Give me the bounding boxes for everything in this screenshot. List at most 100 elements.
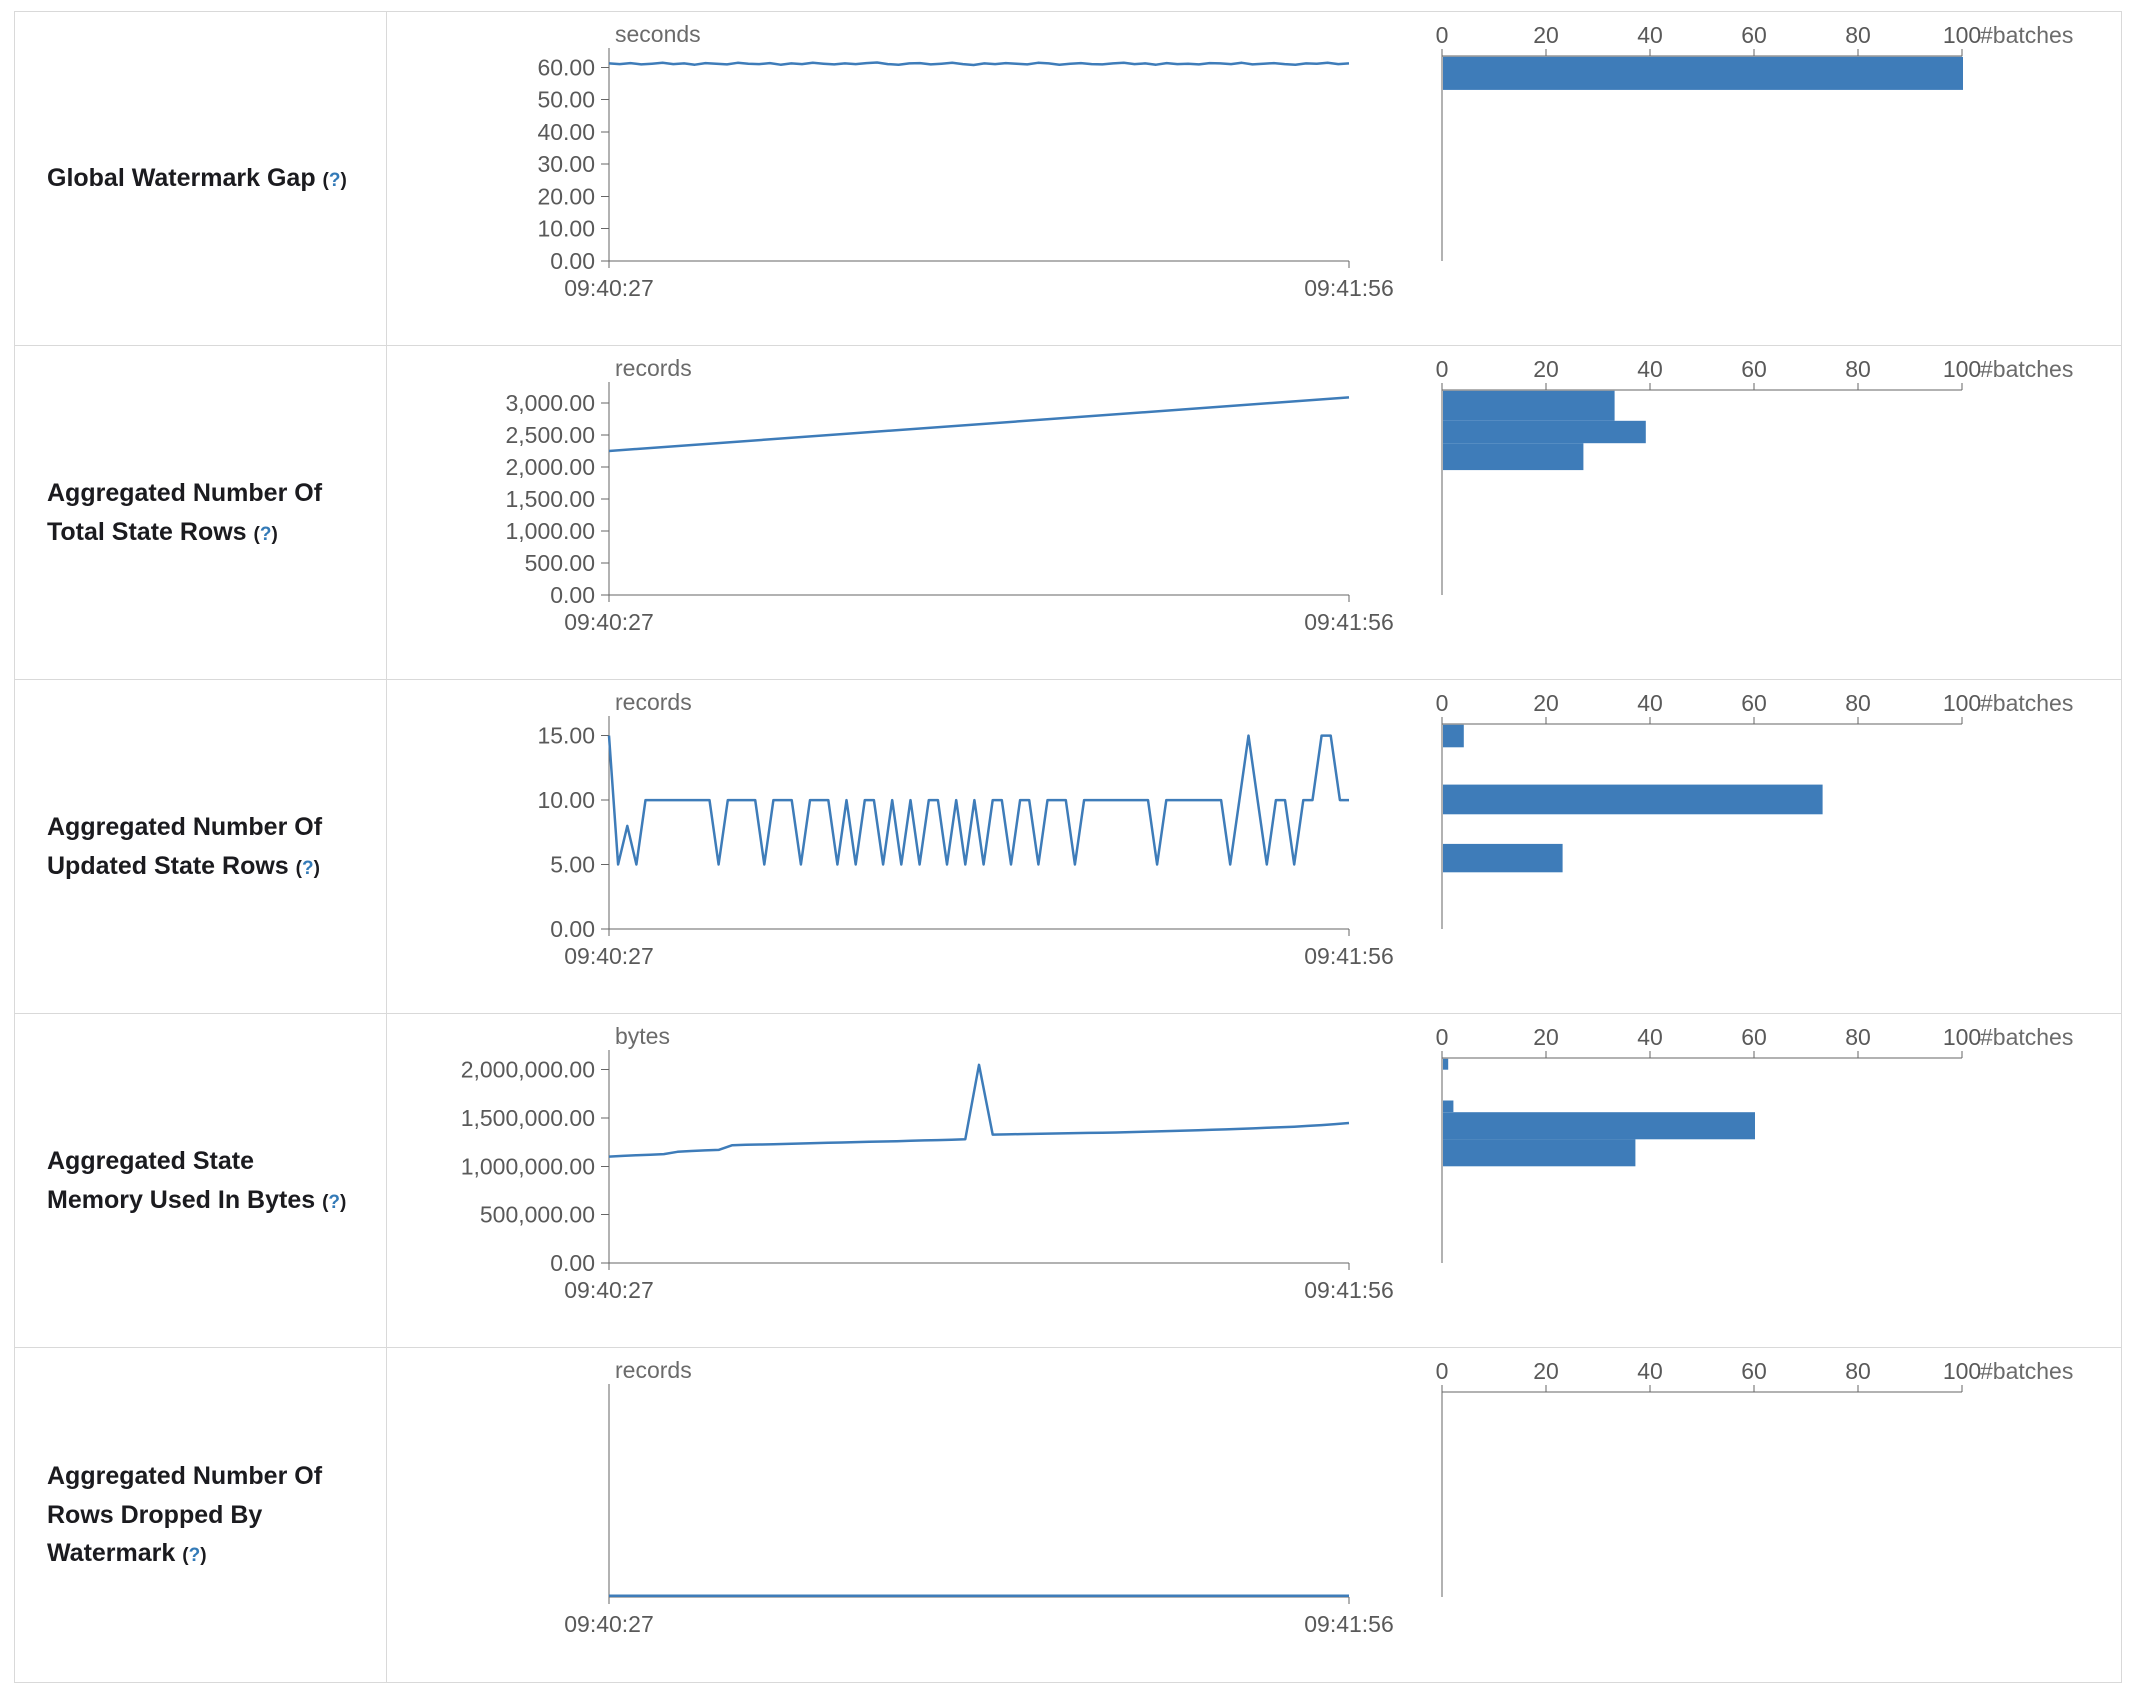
histogram-bar: [1443, 420, 1646, 444]
x-axis-end-time-label: 09:41:56: [1304, 609, 1394, 635]
histogram-chart: 0 20 40 60 80 100#batches: [1436, 1358, 2073, 1597]
y-tick-label: 0.00: [550, 248, 595, 274]
batches-tick-label: 80: [1845, 356, 1871, 382]
y-axis-unit-label: records: [615, 689, 692, 715]
batches-tick-label: 80: [1845, 1358, 1871, 1384]
timeline-series-line: [608, 396, 1350, 453]
batches-tick-label: 40: [1637, 1024, 1663, 1050]
timeline-chart: records 09:40:27 09:41:56: [564, 1357, 1394, 1637]
histogram-chart-cell: 0 20 40 60 80 100 #batches: [1429, 1348, 2121, 1682]
y-axis-unit-label: records: [615, 1357, 692, 1383]
help-paren-close: ): [340, 1191, 347, 1213]
y-tick-label: 1,500.00: [505, 486, 595, 512]
timeline-chart: seconds 60.00 50.00 40.00 30.00 20.00 10.00 0.0…: [537, 21, 1394, 301]
batches-axis-label: #batches: [1980, 356, 2073, 382]
help-paren-open: (: [295, 857, 302, 879]
batches-tick-label: 0: [1436, 1358, 1449, 1384]
batches-tick-label: 0: [1436, 1024, 1449, 1050]
metric-label-cell: Aggregated Number Of Rows Dropped By Wat…: [15, 1348, 387, 1682]
metric-row: Aggregated Number Of Updated State Rows …: [15, 680, 2121, 1014]
metric-name: Aggregated Number Of Updated State Rows: [47, 812, 323, 880]
y-tick-label: 15.00: [537, 723, 595, 749]
metric-label-cell: Global Watermark Gap (?): [15, 12, 387, 345]
metric-name: Aggregated State Memory Used In Bytes: [47, 1146, 316, 1214]
y-tick-label: 2,000,000.00: [461, 1057, 595, 1083]
histogram-bar: [1443, 390, 1615, 421]
metric-label-cell: Aggregated Number Of Updated State Rows …: [15, 680, 387, 1013]
x-axis-start-time-label: 09:40:27: [564, 275, 654, 301]
histogram-chart: 0 20 40 60 80 100#batches: [1436, 356, 2073, 595]
batches-tick-label: 40: [1637, 356, 1663, 382]
histogram-bar: [1443, 1100, 1454, 1113]
batches-tick-label: 20: [1533, 22, 1559, 48]
histogram-bar: [1443, 1112, 1755, 1140]
histogram-bar: [1443, 1139, 1636, 1167]
metric-label: Global Watermark Gap (?): [47, 159, 347, 198]
batches-tick-label: 60: [1741, 1358, 1767, 1384]
help-link[interactable]: ?: [328, 170, 341, 192]
y-tick-label: 10.00: [537, 216, 595, 242]
histogram-bar: [1443, 56, 1963, 90]
batches-tick-label: 100: [1943, 1358, 1981, 1384]
y-tick-label: 1,000.00: [505, 518, 595, 544]
timeline-chart-cell: seconds 60.00 50.00 40.00 30.00 20.00 10.00 0.0…: [387, 12, 1429, 345]
timeline-chart: records 3,000.00 2,500.00 2,000.00 1,500.00 1…: [505, 355, 1394, 635]
y-tick-label: 50.00: [537, 87, 595, 113]
metric-label: Aggregated Number Of Updated State Rows …: [47, 808, 352, 886]
batches-tick-label: 40: [1637, 690, 1663, 716]
metric-help: (?): [182, 1545, 206, 1566]
metric-name: Global Watermark Gap: [47, 164, 316, 193]
help-link[interactable]: ?: [328, 1191, 341, 1213]
metric-help: (?): [296, 858, 320, 879]
batches-axis-label: #batches: [1980, 1358, 2073, 1384]
batches-tick-label: 20: [1533, 690, 1559, 716]
metric-label: Aggregated State Memory Used In Bytes (?…: [47, 1142, 352, 1220]
batches-tick-label: 100: [1943, 356, 1981, 382]
histogram-chart-cell: 0 20 40 60 80 100 #batches: [1429, 12, 2121, 345]
help-paren-close: ): [340, 170, 347, 192]
y-tick-label: 2,000.00: [505, 454, 595, 480]
help-link[interactable]: ?: [301, 857, 314, 879]
batches-tick-label: 20: [1533, 356, 1559, 382]
batches-tick-label: 40: [1637, 1358, 1663, 1384]
histogram-chart-cell: 0 20 40 60 80 100 #batches: [1429, 680, 2121, 1013]
metric-help: (?): [254, 524, 278, 545]
y-tick-label: 60.00: [537, 54, 595, 80]
timeline-series-line: [608, 1063, 1350, 1158]
timeline-series-line: [607, 734, 1349, 866]
histogram-bar: [1443, 443, 1584, 471]
y-tick-label: 500.00: [525, 550, 595, 576]
histogram-chart-cell: 0 20 40 60 80 100 #batches: [1429, 1014, 2121, 1347]
batches-tick-label: 20: [1533, 1024, 1559, 1050]
help-paren-open: (: [253, 523, 260, 545]
batches-axis-label: #batches: [1980, 1024, 2073, 1050]
help-paren-close: ): [271, 523, 278, 545]
y-tick-label: 1,000,000.00: [461, 1153, 595, 1179]
x-axis-start-time-label: 09:40:27: [564, 609, 654, 635]
x-axis-end-time-label: 09:41:56: [1304, 275, 1394, 301]
y-tick-label: 30.00: [537, 151, 595, 177]
help-paren-open: (: [182, 1545, 189, 1567]
x-axis-start-time-label: 09:40:27: [564, 1611, 654, 1637]
y-tick-label: 1,500,000.00: [461, 1105, 595, 1131]
x-axis-start-time-label: 09:40:27: [564, 1277, 654, 1303]
histogram-chart: 0 20 40 60 80 100#batches: [1436, 1024, 2073, 1263]
help-link[interactable]: ?: [188, 1545, 201, 1567]
metric-name: Aggregated Number Of Total State Rows: [47, 478, 323, 546]
y-tick-label: 500,000.00: [480, 1202, 595, 1228]
y-axis-unit-label: bytes: [615, 1023, 670, 1049]
batches-tick-label: 0: [1436, 22, 1449, 48]
y-tick-label: 10.00: [537, 787, 595, 813]
timeline-chart-cell: records 15.00 10.00 5.00 0.00 09:40:27 09:41:5…: [387, 680, 1429, 1013]
x-axis-end-time-label: 09:41:56: [1304, 1611, 1394, 1637]
batches-tick-label: 80: [1845, 690, 1871, 716]
help-paren-close: ): [200, 1545, 207, 1567]
batches-tick-label: 100: [1943, 22, 1981, 48]
help-link[interactable]: ?: [259, 523, 272, 545]
metric-label: Aggregated Number Of Rows Dropped By Wat…: [47, 1457, 352, 1573]
y-tick-label: 0.00: [550, 582, 595, 608]
histogram-bar: [1443, 784, 1823, 815]
y-tick-label: 2,500.00: [505, 422, 595, 448]
timeline-chart: bytes 2,000,000.00 1,500,000.00 1,000,000.0…: [461, 1023, 1394, 1303]
help-paren-open: (: [322, 170, 329, 192]
